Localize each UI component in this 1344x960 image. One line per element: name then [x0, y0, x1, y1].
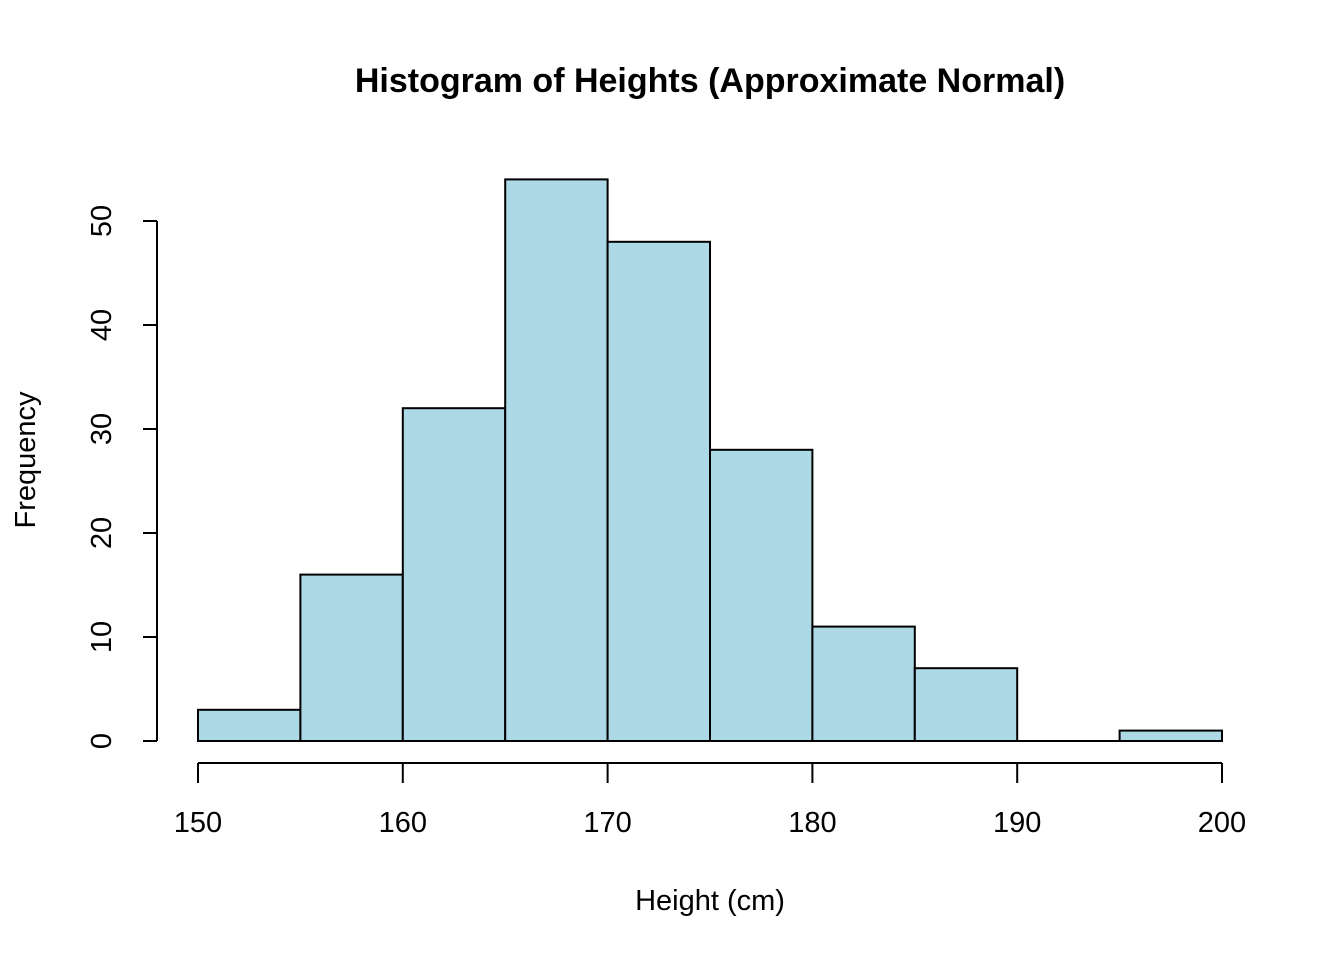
- histogram-bar-180-185: [811, 625, 916, 742]
- histogram-bar-175-180: [709, 448, 814, 742]
- histogram-bar-150-155: [197, 708, 302, 742]
- histogram-bar-195-200: [1118, 729, 1223, 742]
- y-axis: 0 10 20 30 40 50: [86, 205, 158, 749]
- histogram-bar-170-175: [606, 240, 711, 743]
- histogram-bar-160-165: [401, 407, 507, 742]
- histogram-bar-185-190: [913, 667, 1019, 743]
- x-tick-label: 160: [379, 807, 427, 839]
- y-tick-label: 10: [86, 621, 118, 653]
- y-tick-label: 40: [86, 309, 118, 341]
- y-tick-label: 20: [86, 517, 118, 549]
- x-tick-label: 180: [788, 807, 836, 839]
- x-axis-label: Height (cm): [635, 885, 785, 917]
- histogram-bar-165-170: [504, 178, 609, 742]
- x-tick-label: 170: [583, 807, 631, 839]
- x-tick-label: 150: [174, 807, 222, 839]
- chart-title: Histogram of Heights (Approximate Normal…: [355, 62, 1065, 100]
- y-tick-label: 50: [86, 205, 118, 237]
- x-tick-label: 200: [1198, 807, 1246, 839]
- x-tick-label: 190: [993, 807, 1041, 839]
- y-tick-label: 0: [86, 733, 118, 749]
- histogram-bar-155-160: [299, 573, 404, 742]
- y-tick-label: 30: [86, 413, 118, 445]
- x-axis: 150 160 170 180 190 200: [174, 762, 1246, 839]
- y-axis-label: Frequency: [10, 391, 42, 529]
- bars: [197, 178, 1223, 743]
